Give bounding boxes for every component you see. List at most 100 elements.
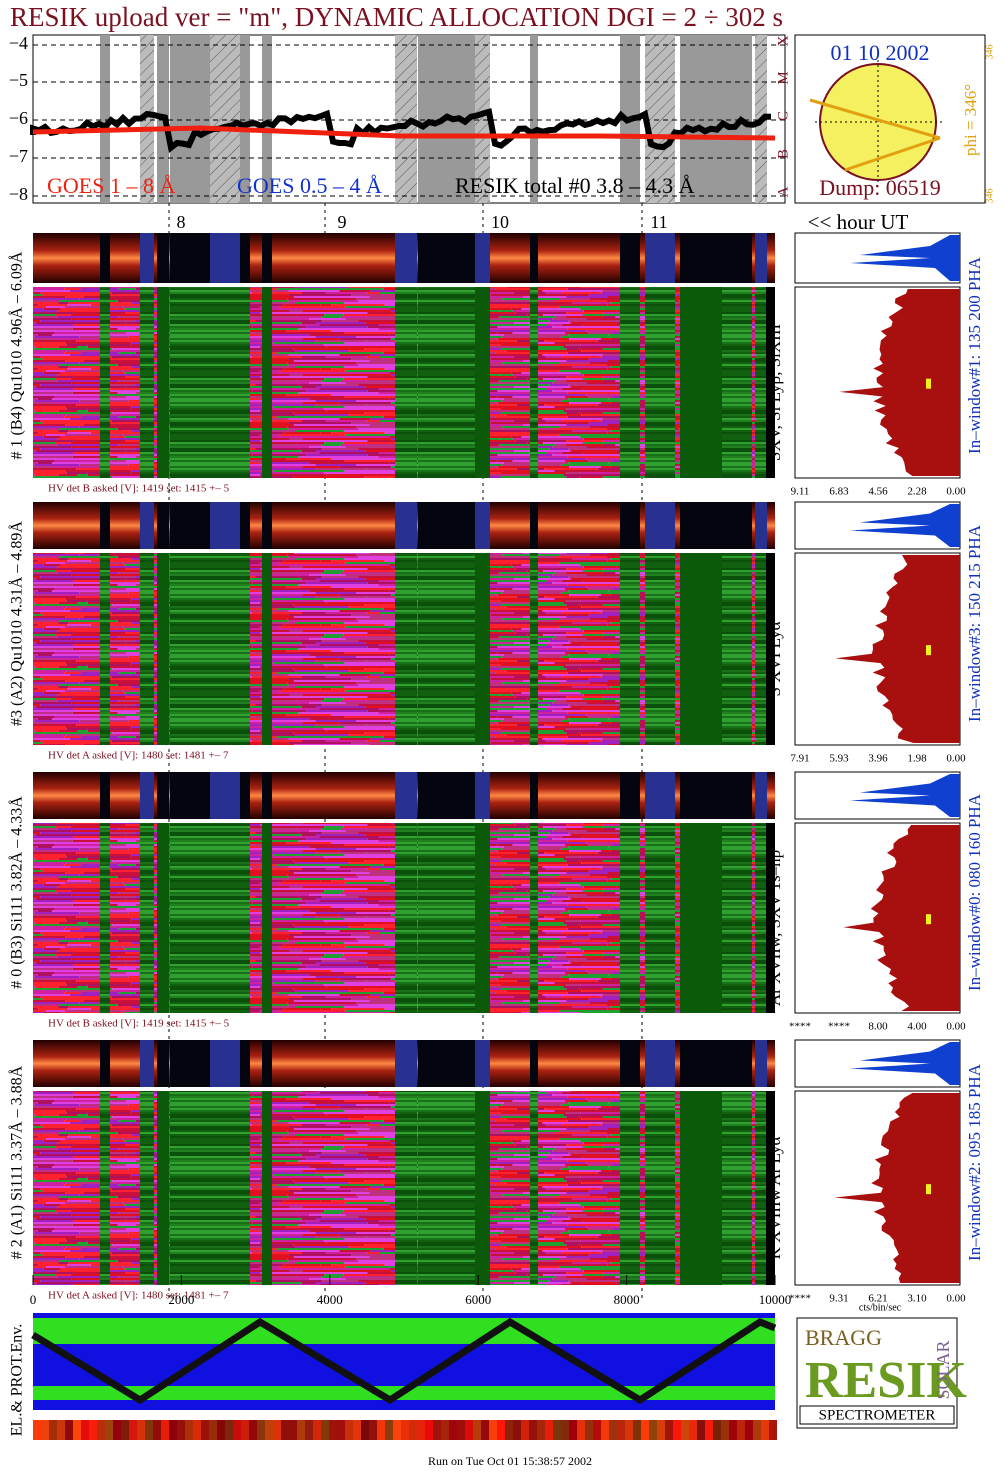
strip-band (755, 233, 767, 283)
env-strip-cell (81, 1420, 89, 1440)
x-tick-label: 0 (30, 1292, 37, 1307)
env-strip-cell (521, 1420, 529, 1440)
env-strip-cell (489, 1420, 497, 1440)
hist-blue (850, 774, 960, 817)
env-strip-cell (737, 1420, 745, 1440)
logo-word: RESIK (805, 1352, 967, 1409)
dump-label: Dump: 06519 (819, 175, 941, 200)
window-label: In–window#1: 135 200 PHA (965, 256, 984, 454)
quiet-band (140, 823, 154, 1013)
detector-label: #3 (A2) Qu1010 4.31Å – 4.89Å (8, 521, 26, 726)
strip-band (680, 502, 722, 549)
strip-band (262, 772, 272, 819)
env-strip-cell (289, 1420, 297, 1440)
strip-band (475, 502, 490, 549)
hv-label: HV det A asked [V]: 1480 set: 1481 +– 7 (48, 750, 229, 762)
env-strip-cell (169, 1420, 177, 1440)
env-strip-cell (417, 1420, 425, 1440)
quiet-band (620, 287, 640, 478)
legend-entry: RESIK total #0 3.8 – 4.3 Å (455, 173, 695, 198)
env-strip-cell (641, 1420, 649, 1440)
env-strip-cell (425, 1420, 433, 1440)
phi-small: 346 (984, 45, 995, 60)
strip-band (140, 502, 154, 549)
env-label: EL.& PROT.Env. (9, 1324, 26, 1436)
strip-band (157, 233, 169, 283)
env-strip-cell (753, 1420, 761, 1440)
env-strip-cell (329, 1420, 337, 1440)
hist-tick-label: 5.93 (829, 753, 849, 765)
detector-label: # 0 (B3) Si111 3.82Å – 4.33Å (8, 796, 26, 989)
strip-band (530, 772, 538, 819)
env-strip-cell (529, 1420, 537, 1440)
hist-red (839, 289, 960, 476)
strip-band (530, 502, 538, 549)
y-tick-label: −8 (9, 184, 28, 204)
quiet-band (240, 1091, 250, 1285)
edge (766, 553, 775, 745)
strip-band (755, 772, 767, 819)
quiet-band (210, 287, 240, 478)
hv-label: HV det A asked [V]: 1480 set: 1481 +– 7 (48, 1290, 229, 1302)
hour-tick-label: 8 (177, 212, 186, 232)
flare-band (530, 35, 538, 203)
env-strip-cell (433, 1420, 441, 1440)
env-strip-cell (185, 1420, 193, 1440)
class-label: X (775, 35, 791, 46)
quiet-band (210, 553, 240, 745)
env-strip-cell (697, 1420, 705, 1440)
orbit-track (31, 1317, 777, 1405)
x-tick-label: 10000 (759, 1292, 792, 1307)
window-label: In–window#0: 080 160 PHA (965, 793, 984, 991)
env-strip-cell (681, 1420, 689, 1440)
hv-label: HV det B asked [V]: 1419 set: 1415 +– 5 (48, 1018, 230, 1030)
quiet-band (645, 287, 675, 478)
strip-band (645, 502, 675, 549)
env-strip-cell (321, 1420, 329, 1440)
quiet-band (170, 1091, 210, 1285)
quiet-band (210, 1091, 240, 1285)
hist-tick-label: 3.10 (907, 1293, 927, 1305)
env-strip-cell (33, 1420, 41, 1440)
quiet-band (460, 287, 475, 478)
hist-blue (850, 1042, 960, 1085)
hist-tick-label: 1.98 (907, 753, 927, 765)
strip-band (722, 233, 752, 283)
hist-tick-label: 9.11 (791, 486, 810, 498)
hist-tick-label: 0.00 (946, 486, 966, 498)
strip-band (530, 1040, 538, 1087)
legend-entry: GOES 1 – 8 Å (47, 173, 175, 198)
strip-band (645, 772, 675, 819)
hour-label: << hour UT (808, 210, 909, 234)
quiet-band (722, 553, 752, 745)
env-strip-cell (745, 1420, 753, 1440)
hist-tick-label: **** (828, 1021, 850, 1033)
env-strip-cell (257, 1420, 265, 1440)
env-strip-cell (713, 1420, 721, 1440)
strip-band (418, 772, 460, 819)
hour-tick-label: 11 (650, 212, 667, 232)
strip-band (157, 1040, 169, 1087)
quiet-band (460, 1091, 475, 1285)
flare-band (210, 35, 240, 203)
env-strip-cell (497, 1420, 505, 1440)
strip-band (262, 1040, 272, 1087)
quiet-band (475, 823, 490, 1013)
strip-band (395, 772, 417, 819)
quiet-band (395, 553, 417, 745)
quiet-band (395, 287, 417, 478)
quiet-band (755, 1091, 767, 1285)
hist-tick-label: 2.28 (907, 486, 927, 498)
y-tick-label: −7 (9, 146, 28, 166)
quiet-band (157, 287, 169, 478)
env-strip-cell (153, 1420, 161, 1440)
env-strip-cell (209, 1420, 217, 1440)
env-strip-cell (177, 1420, 185, 1440)
env-strip-cell (249, 1420, 257, 1440)
strip-band (157, 772, 169, 819)
env-strip-cell (665, 1420, 673, 1440)
env-strip-cell (241, 1420, 249, 1440)
env-strip-cell (201, 1420, 209, 1440)
window-label: In–window#3: 150 215 PHA (965, 524, 984, 722)
env-strip-cell (305, 1420, 313, 1440)
